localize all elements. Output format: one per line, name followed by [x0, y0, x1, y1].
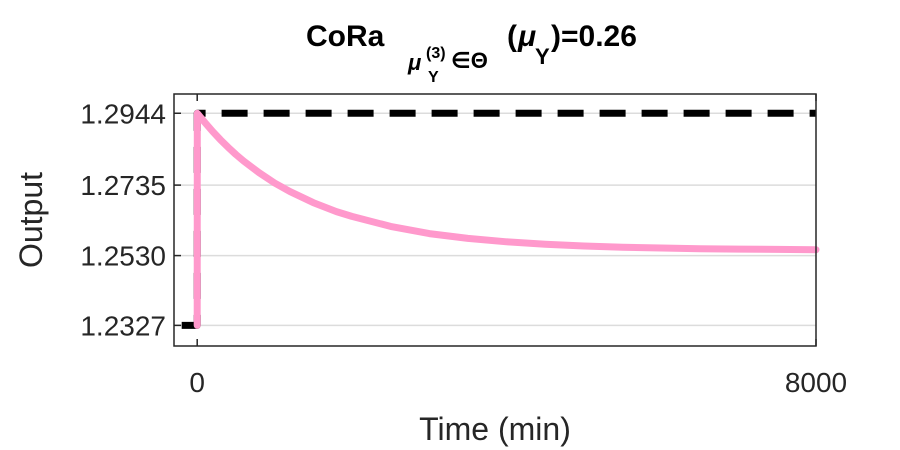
plot-box: [173, 93, 817, 347]
title-sub-mu-sup: (3): [426, 45, 446, 62]
y-tick-label: 1.2735: [80, 170, 166, 201]
title-prefix: CoRa: [306, 20, 385, 53]
y-tick-labels: 1.2327 1.2530 1.2735 1.2944: [80, 98, 166, 341]
x-tick-labels: 0 8000: [189, 367, 847, 398]
title-sub-in: ∈Θ: [451, 48, 488, 73]
y-tick-label: 1.2327: [80, 310, 166, 341]
y-tick-label: 1.2944: [80, 98, 166, 129]
data-series: [181, 109, 820, 329]
response-series-line: [193, 109, 820, 329]
reference-series-line: [181, 109, 816, 329]
title-arg-sub: Y: [535, 44, 550, 69]
title-suffix: )=0.26: [551, 20, 637, 53]
chart-title: CoRa μ (3) Y ∈Θ ( μ Y )=0.26: [306, 20, 637, 86]
y-tick-label: 1.2530: [80, 241, 166, 272]
x-tick-label: 0: [189, 367, 205, 398]
title-open-paren: (: [507, 20, 517, 53]
title-sub-mu-sub: Y: [428, 69, 439, 86]
title-sub-mu: μ: [407, 50, 421, 75]
plot-area: [174, 94, 816, 346]
title-arg-mu: μ: [517, 20, 536, 53]
y-axis-label: Output: [13, 172, 49, 268]
x-tick-label: 8000: [785, 367, 847, 398]
x-axis-label: Time (min): [419, 411, 571, 447]
